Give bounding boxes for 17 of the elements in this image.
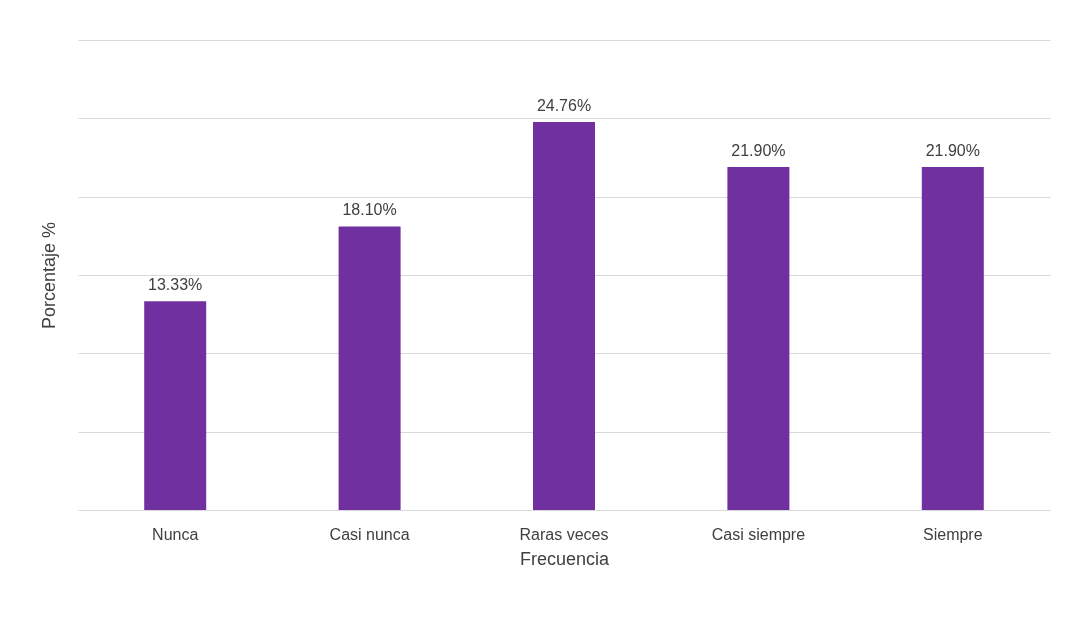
- data-label: 21.90%: [925, 141, 980, 159]
- x-tick-label: Casi nunca: [329, 525, 410, 543]
- y-axis-title: Porcentaje %: [38, 221, 59, 330]
- x-axis-title: Frecuencia: [519, 548, 611, 569]
- bar: [144, 301, 207, 510]
- bar: [533, 122, 595, 510]
- x-tick-label: Siempre: [923, 525, 983, 543]
- x-tick-label: Nunca: [152, 525, 199, 543]
- x-tick-label: Raras veces: [519, 525, 609, 543]
- bar: [338, 226, 401, 510]
- x-tick-label: Casi siempre: [711, 525, 806, 543]
- data-label: 24.76%: [536, 97, 592, 115]
- bar: [921, 166, 984, 510]
- data-label: 18.10%: [342, 201, 397, 219]
- data-label: 21.90%: [731, 141, 786, 159]
- bar: [727, 166, 790, 510]
- data-label: 13.33%: [148, 276, 203, 294]
